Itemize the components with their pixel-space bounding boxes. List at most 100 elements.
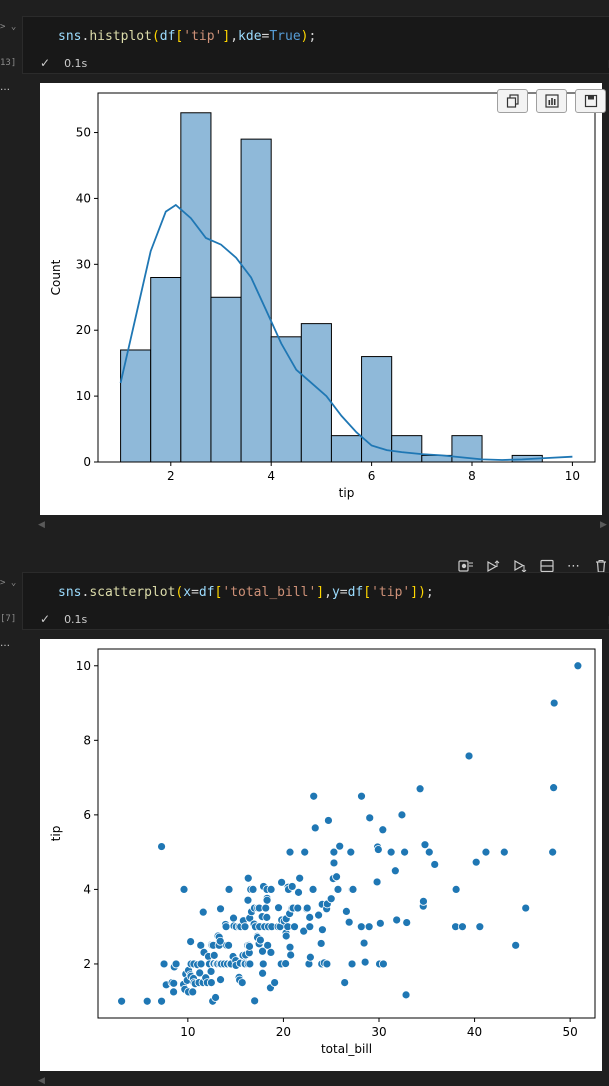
scatterplot-output: 10 20 30 40 50 2 4 6 8 10 total_bill tip — [40, 639, 602, 1071]
scroll-left-icon[interactable]: ◀ — [38, 1076, 45, 1086]
scatter-chart: 10 20 30 40 50 2 4 6 8 10 total_bill tip — [49, 648, 596, 1056]
cell-collapse-chevron-icon[interactable]: > ⌄ — [0, 578, 17, 588]
kernel-language[interactable]: Py — [608, 614, 609, 627]
chart-icon[interactable] — [536, 89, 567, 113]
output-more-icon[interactable]: … — [0, 638, 10, 649]
scatter-point — [329, 847, 339, 857]
histogram-bar — [150, 277, 182, 463]
copy-icon[interactable] — [497, 89, 528, 113]
code-token: kde — [238, 29, 262, 44]
scatter-point — [266, 947, 276, 957]
code-token: ] — [222, 29, 231, 44]
code-token: = — [191, 585, 199, 600]
code-line[interactable]: sns.histplot(df['tip'],kde=True); — [58, 29, 316, 44]
scatter-point — [392, 915, 402, 925]
x-tick-label: 8 — [468, 469, 476, 483]
scatter-point — [224, 940, 233, 950]
scatter-point — [316, 939, 326, 948]
scatter-point — [188, 987, 198, 997]
scatter-point — [397, 810, 407, 820]
scatter-point — [322, 959, 332, 969]
scatter-point — [372, 877, 382, 887]
histplot-output: 2 4 6 8 10 0 10 20 30 40 50 tip Count — [40, 83, 602, 515]
scatter-point — [386, 847, 396, 857]
scatter-point — [245, 959, 255, 969]
scatter-point — [333, 885, 343, 894]
more-icon[interactable]: ⋯ — [567, 558, 580, 574]
cell-collapse-chevron-icon[interactable]: > ⌄ — [0, 22, 17, 32]
scatter-point — [266, 885, 276, 894]
scatter-point — [285, 847, 295, 857]
scroll-left-icon[interactable]: ◀ — [38, 520, 45, 530]
x-tick-label: 10 — [565, 469, 580, 483]
code-token: ] — [316, 585, 325, 600]
scatter-point — [224, 885, 234, 894]
code-token: ( — [175, 585, 184, 600]
scatter-point — [549, 783, 559, 793]
code-token: ) — [418, 585, 426, 600]
scatter-point — [549, 698, 559, 708]
kde-line — [119, 203, 573, 461]
kernel-language[interactable]: Py — [608, 58, 609, 71]
scatter-point — [360, 957, 370, 967]
scatter-point — [159, 959, 169, 969]
x-tick-label: 2 — [167, 469, 175, 483]
execute-above-icon[interactable] — [481, 555, 504, 577]
scatter-point — [243, 895, 253, 905]
scatter-point — [295, 873, 305, 883]
scroll-right-icon[interactable]: ▶ — [600, 520, 607, 530]
code-token: df — [159, 29, 176, 44]
scatter-point — [286, 950, 296, 960]
histogram-bar — [270, 336, 302, 463]
code-token: [ — [363, 585, 372, 600]
scatter-point — [378, 959, 388, 969]
code-token: ; — [308, 29, 317, 44]
scatter-point — [221, 922, 231, 932]
save-icon[interactable] — [575, 89, 606, 113]
code-token: . — [81, 585, 90, 600]
code-token: . — [81, 29, 90, 44]
scatter-point — [195, 968, 205, 978]
scatter-point — [342, 906, 351, 916]
scatter-point — [332, 872, 341, 882]
scatter-point — [209, 950, 219, 960]
scatter-point — [243, 873, 253, 883]
histogram-chart: 2 4 6 8 10 0 10 20 30 40 50 tip Count — [49, 92, 596, 500]
code-token: scatterplot — [89, 585, 176, 600]
histogram-bar — [330, 435, 363, 463]
code-token: sns — [58, 585, 82, 600]
code-token: sns — [58, 29, 82, 44]
x-tick-label: 40 — [467, 1025, 482, 1039]
code-cell-scatterplot[interactable]: sns.scatterplot(x=df['total_bill'],y=df[… — [22, 572, 609, 630]
execution-count: 13] — [0, 58, 17, 68]
scatter-point — [206, 978, 216, 987]
scatter-point — [344, 917, 354, 927]
y-tick-label: 10 — [76, 659, 91, 673]
code-line[interactable]: sns.scatterplot(x=df['total_bill'],y=df[… — [58, 585, 434, 600]
scatter-point — [216, 975, 225, 985]
code-token: = — [339, 585, 348, 600]
scatter-point — [157, 996, 166, 1006]
scatter-point — [458, 922, 467, 932]
scatter-point — [245, 942, 254, 951]
x-tick-label: 30 — [371, 1025, 386, 1039]
scatter-point — [171, 959, 181, 969]
scatter-point — [169, 978, 179, 988]
code-cell-histplot[interactable]: sns.histplot(df['tip'],kde=True); ✓ 0.1s … — [22, 16, 609, 74]
scatter-point — [206, 967, 216, 976]
histogram-bar — [180, 112, 212, 463]
scatter-point — [277, 877, 287, 887]
output-more-icon[interactable]: … — [0, 82, 10, 93]
scatter-point — [198, 907, 208, 917]
run-by-line-icon[interactable] — [454, 555, 477, 577]
exec-status: ✓ 0.1s — [40, 56, 87, 70]
scatter-point — [420, 840, 430, 850]
code-token: , — [324, 585, 332, 600]
split-cell-icon[interactable] — [535, 555, 558, 577]
code-token: ( — [151, 29, 160, 44]
scatter-point — [262, 895, 272, 905]
plot-frame — [97, 648, 596, 1019]
scatter-point — [274, 903, 283, 913]
y-tick-label: 30 — [76, 257, 91, 271]
exec-time: 0.1s — [64, 613, 88, 626]
